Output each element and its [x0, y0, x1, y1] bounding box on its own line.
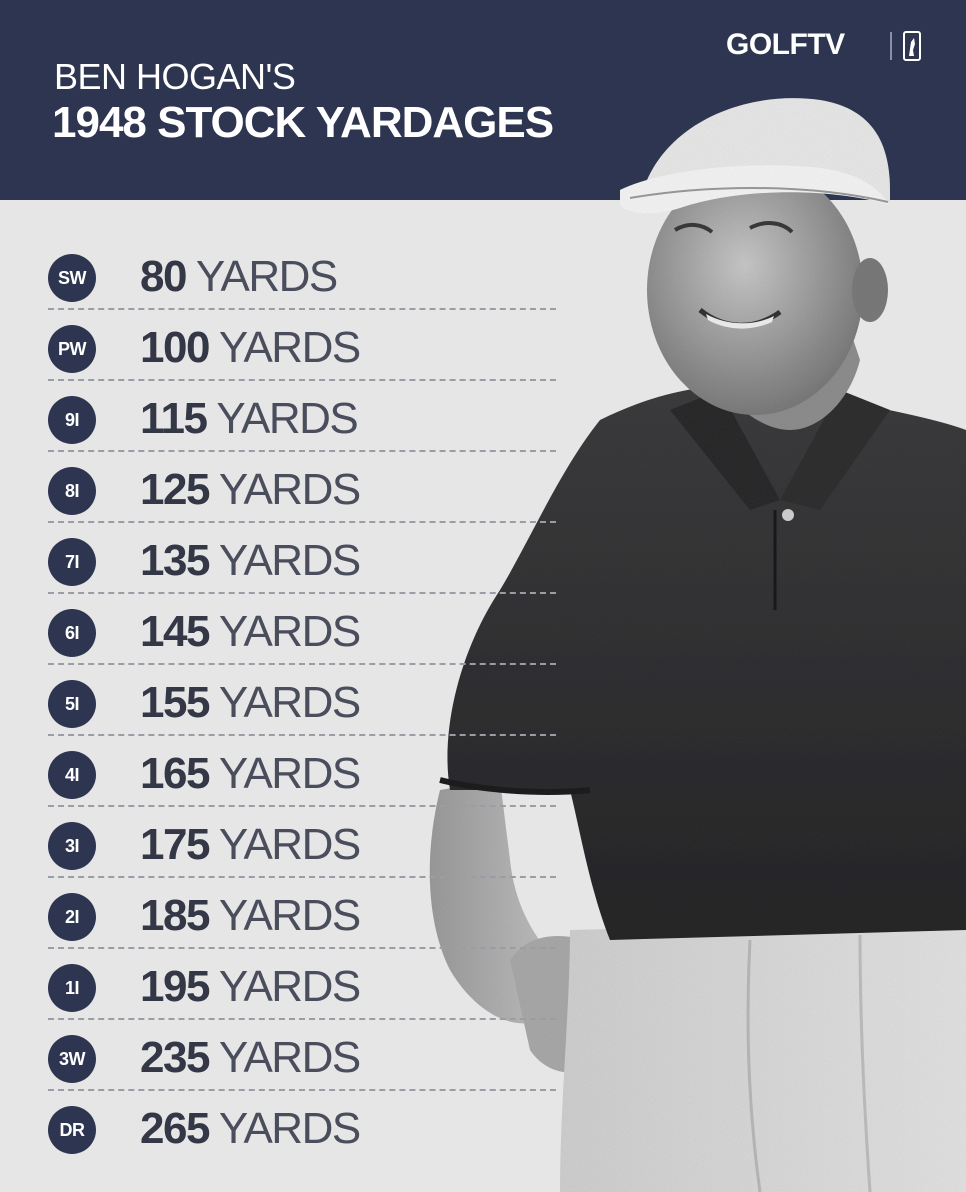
dashed-divider [48, 308, 556, 310]
yardage-text: 165 YARDS [140, 749, 361, 799]
dashed-divider [48, 947, 556, 949]
club-badge: 3I [48, 822, 96, 870]
yardage-value: 115 [140, 394, 208, 443]
yardage-unit: YARDS [218, 323, 361, 372]
yardage-unit: YARDS [218, 820, 361, 869]
list-item: PW 100 YARDS [48, 309, 558, 381]
club-badge: 4I [48, 751, 96, 799]
dashed-divider [48, 592, 556, 594]
yardage-unit: YARDS [216, 394, 358, 443]
yardage-unit: YARDS [195, 252, 338, 301]
club-badge: 1I [48, 964, 96, 1012]
yardage-unit: YARDS [218, 962, 361, 1011]
yardage-value: 80 [140, 252, 187, 301]
list-item: 3I 175 YARDS [48, 806, 558, 878]
yardage-value: 265 [140, 1104, 210, 1153]
yardage-unit: YARDS [218, 607, 361, 656]
yardage-value: 125 [140, 465, 210, 514]
list-item: 7I 135 YARDS [48, 522, 558, 594]
yardage-value: 195 [140, 962, 210, 1011]
list-item: 9I 115 YARDS [48, 380, 558, 452]
list-item: 2I 185 YARDS [48, 877, 558, 949]
club-badge: 7I [48, 538, 96, 586]
tour-logo-icon [903, 31, 921, 61]
yardage-text: 115 YARDS [140, 394, 359, 444]
title-line-2: 1948 STOCK YARDAGES [52, 98, 554, 147]
list-item: DR 265 YARDS [48, 1090, 558, 1161]
list-item: 5I 155 YARDS [48, 664, 558, 736]
yardage-text: 195 YARDS [140, 962, 361, 1012]
yardage-value: 135 [140, 536, 210, 585]
yardage-value: 185 [140, 891, 210, 940]
logo-divider [890, 32, 892, 60]
yardage-unit: YARDS [218, 1033, 361, 1082]
yardage-value: 165 [140, 749, 210, 798]
yardage-unit: YARDS [218, 1104, 361, 1153]
yardage-text: 175 YARDS [140, 820, 361, 870]
club-badge: SW [48, 254, 96, 302]
golfer-photo [429, 98, 966, 1192]
club-badge: 5I [48, 680, 96, 728]
club-badge: 8I [48, 467, 96, 515]
yardage-text: 100 YARDS [140, 323, 361, 373]
dashed-divider [48, 663, 556, 665]
dashed-divider [48, 379, 556, 381]
list-item: 3W 235 YARDS [48, 1019, 558, 1091]
brand-logo: GOLFTV [726, 28, 845, 61]
yardage-text: 185 YARDS [140, 891, 361, 941]
yardage-unit: YARDS [218, 891, 361, 940]
yardage-text: 135 YARDS [140, 536, 361, 586]
club-badge: 6I [48, 609, 96, 657]
club-badge: 3W [48, 1035, 96, 1083]
yardage-value: 145 [140, 607, 210, 656]
yardage-text: 235 YARDS [140, 1033, 361, 1083]
yardage-text: 155 YARDS [140, 678, 361, 728]
yardage-unit: YARDS [218, 678, 361, 727]
dashed-divider [48, 1089, 556, 1091]
dashed-divider [48, 876, 556, 878]
yardage-text: 80 YARDS [140, 252, 338, 302]
dashed-divider [48, 734, 556, 736]
dashed-divider [48, 805, 556, 807]
dashed-divider [48, 521, 556, 523]
list-item: 1I 195 YARDS [48, 948, 558, 1020]
title-line-1: BEN HOGAN'S [54, 56, 296, 97]
club-badge: 2I [48, 893, 96, 941]
dashed-divider [48, 450, 556, 452]
list-item: SW 80 YARDS [48, 238, 558, 310]
yardage-text: 145 YARDS [140, 607, 361, 657]
yardage-unit: YARDS [218, 749, 361, 798]
yardage-value: 155 [140, 678, 210, 727]
yardage-value: 235 [140, 1033, 210, 1082]
list-item: 6I 145 YARDS [48, 593, 558, 665]
list-item: 8I 125 YARDS [48, 451, 558, 523]
yardage-text: 265 YARDS [140, 1104, 361, 1154]
yardage-value: 100 [140, 323, 210, 372]
yardage-value: 175 [140, 820, 210, 869]
yardage-unit: YARDS [218, 465, 361, 514]
club-badge: PW [48, 325, 96, 373]
dashed-divider [48, 1018, 556, 1020]
yardage-text: 125 YARDS [140, 465, 361, 515]
club-badge: 9I [48, 396, 96, 444]
yardage-unit: YARDS [218, 536, 361, 585]
list-item: 4I 165 YARDS [48, 735, 558, 807]
club-badge: DR [48, 1106, 96, 1154]
